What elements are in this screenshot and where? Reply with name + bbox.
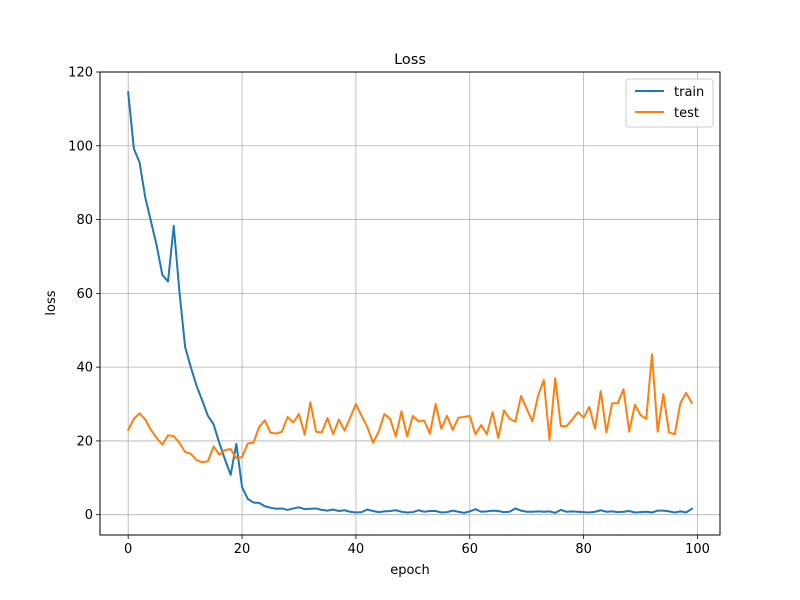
plot-frame — [99, 71, 721, 536]
series-line-test — [126, 353, 694, 464]
x-tick-label: 60 — [462, 542, 479, 557]
y-tick-label: 100 — [68, 139, 93, 154]
axis-ticks: 0 20 40 60 80 100 0 20 40 60 80 100 120 — [68, 66, 710, 558]
x-tick-label: 20 — [234, 542, 251, 557]
legend-label-test: test — [674, 106, 699, 121]
y-tick-label: 20 — [76, 434, 93, 449]
y-axis-label: loss — [44, 290, 59, 315]
series-line-train — [127, 91, 694, 514]
x-tick-label: 0 — [124, 542, 132, 557]
legend: train test — [625, 78, 714, 128]
x-tick-label: 40 — [348, 542, 365, 557]
y-tick-label: 80 — [76, 213, 93, 228]
grid-lines — [100, 71, 720, 535]
x-tick-label: 100 — [685, 542, 710, 557]
y-tick-label: 40 — [76, 361, 93, 376]
chart-title: Loss — [394, 52, 426, 68]
y-tick-label: 120 — [68, 66, 93, 81]
legend-label-train: train — [674, 85, 704, 100]
x-axis-label: epoch — [390, 563, 430, 578]
y-tick-label: 60 — [76, 287, 93, 302]
y-tick-label: 0 — [85, 508, 93, 523]
series-layer — [126, 91, 694, 514]
x-tick-label: 80 — [575, 542, 592, 557]
